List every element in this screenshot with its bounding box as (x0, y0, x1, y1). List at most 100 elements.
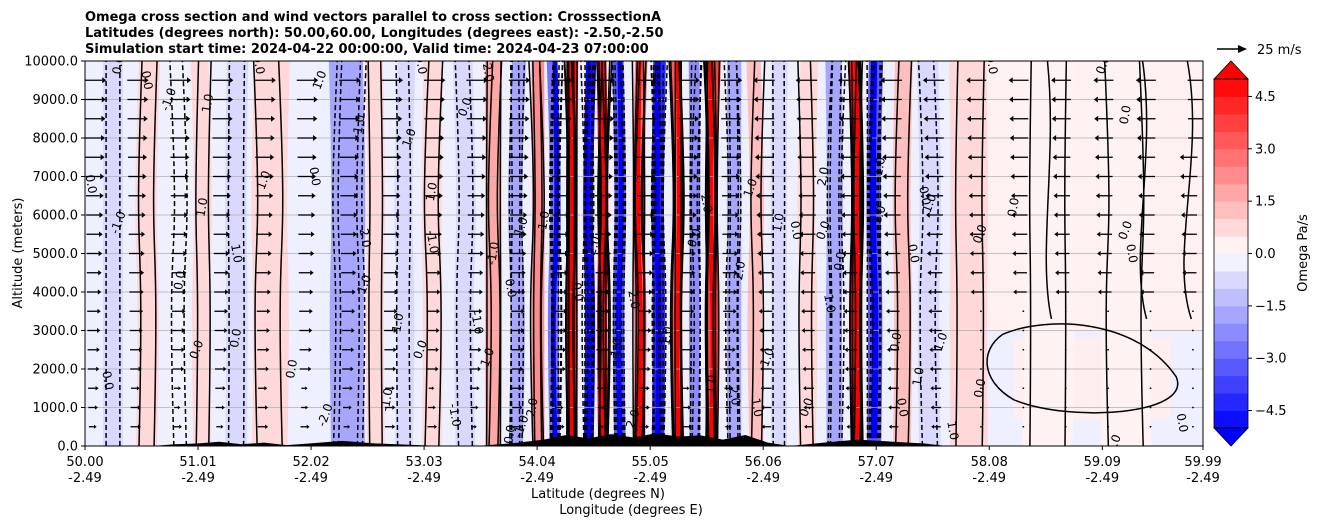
contour-line (496, 61, 503, 446)
omega-band-core (869, 61, 879, 439)
contour-line (590, 61, 597, 446)
x-tick-label-latitude: 55.05 (632, 455, 669, 470)
wind-vector-head (142, 154, 147, 161)
contour-line (242, 61, 246, 446)
omega-contour-lines (105, 61, 1194, 446)
wind-vector-head (434, 424, 438, 429)
wind-vector-head (435, 366, 439, 372)
contour-line (735, 61, 742, 446)
contour-line (668, 61, 675, 446)
wind-vector-head (224, 308, 228, 314)
contour-label: -1.0 (658, 325, 676, 350)
wind-vector-head (737, 96, 742, 103)
wind-vector-head (802, 347, 806, 353)
colorbar-level (1214, 96, 1248, 115)
wind-vector-head (925, 173, 929, 180)
wind-vector-head (308, 366, 312, 372)
wind-vector-head (1053, 192, 1058, 199)
wind-vector-head (761, 405, 765, 410)
wind-vector-head (968, 173, 973, 180)
contour-label: 0.0 (1123, 243, 1140, 264)
wind-vector-head (1054, 231, 1058, 237)
wind-vector-head (966, 77, 971, 84)
wind-vector-head (737, 115, 742, 122)
x-tick-label-latitude: 50.00 (66, 455, 103, 470)
contour-line (705, 61, 710, 446)
wind-vector-head (143, 115, 148, 122)
contour-line (634, 61, 641, 446)
contour-label: 2.0 (584, 234, 604, 257)
wind-vector-head (355, 135, 360, 141)
colorbar-tick-label: −3.0 (1255, 352, 1287, 367)
contour-label: 0.0 (110, 54, 127, 75)
wind-vector-head (268, 212, 273, 218)
wind-vector-head (925, 192, 930, 199)
contour-label: -1.0 (484, 241, 502, 266)
contour-line (606, 61, 613, 446)
contour-line (337, 61, 343, 446)
wind-vector-head (799, 231, 803, 238)
wind-vector-head (393, 328, 398, 333)
wind-vector-head (694, 154, 699, 161)
contour-label: 0.0 (887, 331, 904, 352)
wind-vector-head (1051, 77, 1056, 84)
wind-vector-head (394, 289, 399, 295)
wind-vector-head (102, 77, 107, 84)
wind-vector-head (799, 250, 804, 257)
wind-vector-head (652, 115, 657, 122)
wind-vector (1022, 310, 1025, 313)
wind-vector (980, 425, 982, 428)
wind-vector-head (438, 192, 443, 199)
chart-title-line-2: Latitudes (degrees north): 50.00,60.00, … (85, 26, 664, 41)
contour-line (207, 61, 212, 446)
wind-vector-head (1010, 173, 1015, 180)
contour-label: 2.0 (357, 227, 374, 248)
wind-vector-head (268, 231, 273, 238)
wind-vector-head (842, 270, 847, 276)
colorbar-level (1214, 340, 1248, 359)
contour-line (1064, 61, 1068, 446)
contour-line (728, 61, 732, 446)
wind-vector-head (1055, 270, 1059, 276)
contour-label: 1.0 (821, 293, 838, 314)
wind-vector-head (650, 231, 654, 238)
wind-vector-head (140, 270, 145, 276)
wind-vector-head (265, 405, 269, 410)
wind-vector-head (223, 347, 227, 353)
contour-line (622, 61, 627, 446)
contour-label: 1.0 (254, 169, 274, 192)
wind-vector-head (391, 386, 395, 391)
contour-label: 0.0 (306, 166, 323, 187)
wind-vector-head (883, 212, 888, 218)
wind-vector-head (96, 347, 100, 353)
wind-vector-head (883, 192, 887, 199)
quiver-key-arrowhead (1238, 45, 1247, 53)
contour-line (487, 61, 494, 446)
wind-vector-head (690, 328, 694, 333)
wind-vector-head (435, 347, 439, 353)
contour-label: 1.0 (193, 197, 210, 218)
omega-band-core (616, 61, 624, 439)
wind-vector-head (797, 154, 802, 161)
omega-band-core (634, 61, 644, 439)
wind-vector-head (265, 366, 269, 372)
wind-vector-head (732, 347, 736, 353)
wind-vector-head (604, 366, 609, 372)
wind-vector-head (734, 270, 738, 276)
wind-vector-head (354, 154, 359, 161)
wind-vector-head (800, 289, 805, 295)
contour-line (572, 61, 576, 446)
contour-label: 1.0 (757, 346, 777, 369)
contour-line (423, 61, 430, 446)
wind-vector (1192, 310, 1194, 313)
contour-line (551, 61, 555, 446)
wind-vector-head (647, 347, 651, 353)
wind-vector-head (1011, 192, 1015, 199)
wind-vector-head (732, 328, 737, 333)
wind-vector-head (562, 347, 567, 353)
wind-vector-head (181, 328, 186, 333)
colorbar-level (1214, 218, 1248, 237)
contour-label: 2.0 (625, 289, 642, 310)
wind-vector-head (692, 231, 697, 238)
contour-label: 0.0 (1174, 412, 1191, 433)
